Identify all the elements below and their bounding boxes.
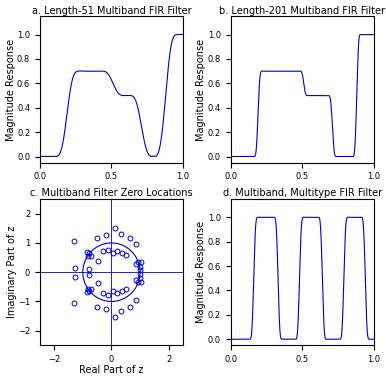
Title: c. Multiband Filter Zero Locations: c. Multiband Filter Zero Locations: [30, 188, 193, 198]
Title: a. Length-51 Multiband FIR Filter: a. Length-51 Multiband FIR Filter: [32, 6, 191, 16]
Y-axis label: Magnitude Response: Magnitude Response: [5, 38, 15, 141]
Y-axis label: Magnitude Response: Magnitude Response: [196, 38, 207, 141]
Y-axis label: Imaginary Part of z: Imaginary Part of z: [7, 226, 17, 319]
Y-axis label: Magnitude Response: Magnitude Response: [196, 221, 207, 323]
Title: d. Multiband, Multitype FIR Filter: d. Multiband, Multitype FIR Filter: [223, 188, 382, 198]
Title: b. Length-201 Multiband FIR Filter: b. Length-201 Multiband FIR Filter: [219, 6, 385, 16]
X-axis label: Real Part of z: Real Part of z: [79, 365, 144, 375]
